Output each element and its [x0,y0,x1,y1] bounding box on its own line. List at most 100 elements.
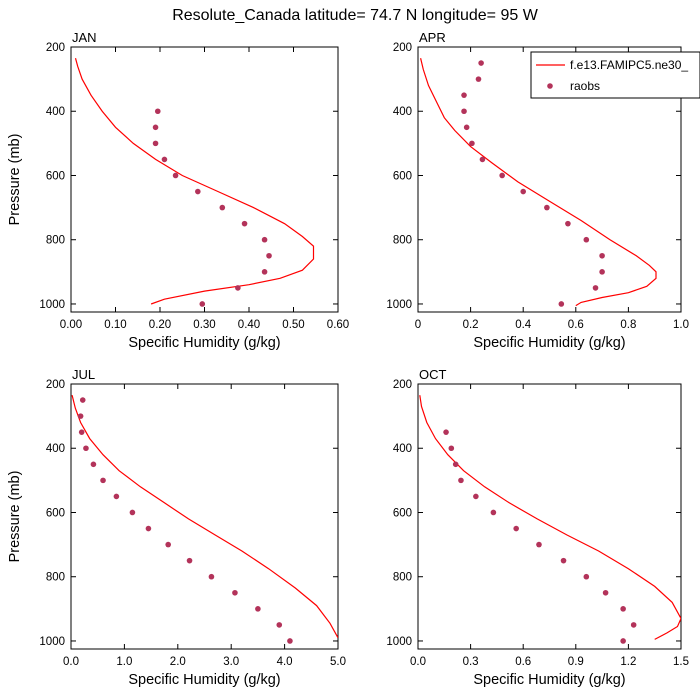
raobs-point [83,445,89,452]
model-line-jan [74,58,315,305]
x-tick-label: 0.30 [193,319,215,331]
x-tick-label: 1.0 [116,656,132,668]
y-tick-label: 400 [393,106,412,118]
y-tick-label: 600 [46,170,65,182]
x-tick-label: 0.3 [463,656,479,668]
legend: f.e13.FAMIPC5.ne30_raobs [530,51,700,99]
raobs-point [620,638,626,644]
y-tick-label: 800 [46,235,65,247]
raobs-point [513,525,519,532]
y-tick-label: 800 [46,572,65,584]
y-tick-label: 200 [393,379,412,391]
raobs-point [261,269,268,275]
y-tick-label: 1000 [386,636,412,648]
x-tick-label: 0.10 [104,319,126,331]
raobs-point [469,140,475,147]
raobs-point [463,124,470,131]
raobs-point [145,525,152,532]
raobs-point [583,573,590,580]
legend-model-label: f.e13.FAMIPC5.ne30_ [570,58,688,72]
raobs-point [78,429,85,435]
raobs-point [458,477,464,484]
raobs-point [199,301,206,307]
raobs-point [602,589,609,596]
raobs-point [560,557,567,564]
raobs-point [261,236,268,243]
x-tick-label: 1.2 [620,656,636,668]
y-tick-label: 1000 [39,636,65,648]
raobs-point [479,156,486,163]
raobs-point [630,622,637,628]
x-tick-label: 5.0 [330,656,346,668]
raobs-point [544,204,550,211]
x-tick-label: 0.0 [410,656,426,668]
plot-frame-apr [417,46,682,313]
panel-label-apr: APR [419,30,446,45]
raobs-point [461,108,467,115]
raobs-point [478,60,484,66]
model-line-oct [419,395,681,640]
y-tick-label: 400 [46,106,65,118]
y-tick-label: 400 [393,443,412,455]
y-axis-label: Pressure (mb) [7,471,23,563]
raobs-point [100,477,106,484]
y-axis-label: Pressure (mb) [7,134,23,226]
y-tick-label: 200 [393,42,412,54]
raobs-point [443,429,449,435]
y-tick-label: 1000 [386,299,412,311]
x-axis-label: Specific Humidity (g/kg) [128,335,280,351]
panel-label-oct: OCT [419,367,447,382]
raobs-point [599,252,605,259]
raobs-point [90,461,97,468]
raobs-point [565,220,571,227]
raobs-point [473,493,479,500]
raobs-point [592,285,599,291]
raobs-point [448,445,455,452]
plot-frame-jul [70,383,339,650]
raobs-point [152,140,159,147]
raobs-point [219,204,226,211]
x-tick-label: 0.6 [568,319,584,331]
x-tick-label: 0.0 [63,656,79,668]
raobs-point [152,124,159,131]
x-axis-label: Specific Humidity (g/kg) [128,672,280,688]
raobs-point [235,285,241,291]
raobs-point [620,606,626,612]
raobs-point [452,461,459,468]
raobs-point [195,188,201,195]
raobs-point [172,172,179,179]
raobs-point [77,413,84,419]
raobs-point [475,76,482,82]
y-tick-label: 200 [46,379,65,391]
legend-obs-label: raobs [570,79,600,93]
raobs-point [499,172,505,179]
raobs-point [583,236,590,243]
model-line-jul [71,395,338,639]
x-tick-label: 0.6 [515,656,531,668]
raobs-point [113,493,120,500]
raobs-point [79,397,86,403]
raobs-point [266,252,272,259]
x-tick-label: 3.0 [223,656,239,668]
legend-dot-swatch [547,83,553,89]
raobs-point [287,638,293,644]
raobs-point [232,589,238,596]
panel-oct: OCT 0.0 0.3 0.6 0.9 1.2 1.5 200 400 600 800 1000 Spe… [386,367,689,688]
y-tick-label: 800 [393,572,412,584]
raobs-point [599,269,605,275]
y-tick-label: 600 [393,507,412,519]
x-axis-label: Specific Humidity (g/kg) [473,335,625,351]
raobs-point [255,606,261,612]
x-tick-label: 0.60 [327,319,349,331]
x-tick-label: 0.40 [238,319,260,331]
y-tick-label: 800 [393,235,412,247]
y-tick-label: 1000 [39,299,65,311]
x-tick-label: 0.9 [568,656,584,668]
panel-jul: JUL 0.0 1.0 2.0 3.0 4.0 5.0 200 400 600 800 1000 Spe… [7,367,346,688]
raobs-point [208,573,215,580]
raobs-point [154,108,161,115]
x-tick-label: 0.4 [515,319,532,331]
figure-title: Resolute_Canada latitude= 74.7 N longitu… [172,7,538,24]
raobs-point [276,622,283,628]
